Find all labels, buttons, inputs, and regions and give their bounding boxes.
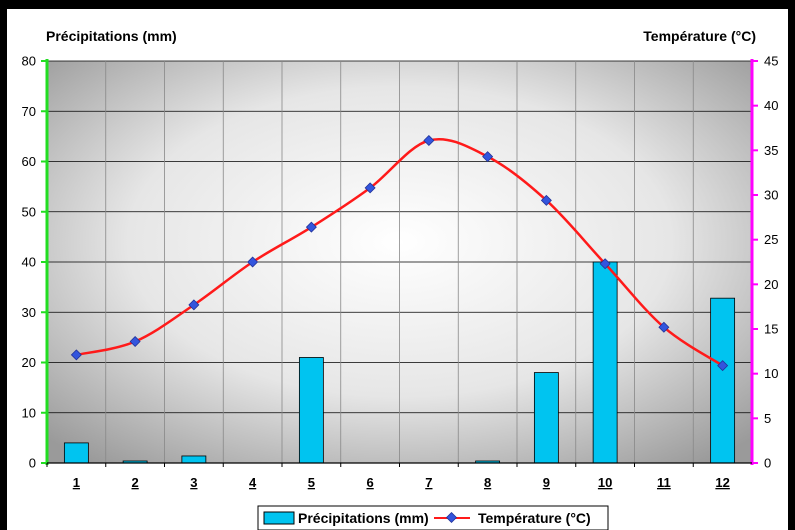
temperature-markers [70, 134, 729, 372]
x-tick-label: 4 [249, 475, 257, 490]
left-tick-label: 0 [29, 456, 36, 471]
x-tick-label: 5 [308, 475, 315, 490]
temp-marker [658, 321, 670, 333]
right-tick-label: 15 [764, 322, 778, 337]
precip-bar [710, 297, 736, 464]
left-tick-label: 60 [22, 154, 36, 169]
x-tick-label: 7 [425, 475, 432, 490]
x-tick-label: 11 [657, 475, 671, 490]
left-axis-title: Précipitations (mm) [46, 28, 177, 44]
temp-marker [188, 299, 200, 311]
x-tick-label: 6 [367, 475, 374, 490]
left-tick-label: 10 [22, 405, 36, 420]
precip-bar [533, 372, 559, 464]
left-tick-label: 50 [22, 204, 36, 219]
temp-marker [247, 256, 259, 268]
right-tick-label: 20 [764, 277, 778, 292]
temp-marker [717, 360, 729, 372]
left-tick-label: 80 [22, 54, 36, 69]
x-tick-label: 8 [484, 475, 491, 490]
temp-marker [305, 221, 317, 233]
x-tick-label: 9 [543, 475, 550, 490]
left-tick-label: 40 [22, 255, 36, 270]
legend-precip-label: Précipitations (mm) [298, 510, 429, 526]
right-tick-label: 35 [764, 143, 778, 158]
legend-temp-label: Température (°C) [478, 510, 591, 526]
x-tick-label: 3 [190, 475, 197, 490]
x-tick-label: 2 [132, 475, 139, 490]
right-tick-label: 40 [764, 98, 778, 113]
legend: Précipitations (mm) Température (°C) [257, 505, 609, 530]
temp-marker [423, 134, 435, 147]
precipitation-bars [63, 261, 736, 464]
temp-marker [364, 182, 376, 194]
right-tick-label: 10 [764, 366, 778, 381]
precip-bar [63, 442, 89, 464]
x-tick-label: 10 [598, 475, 612, 490]
right-axis-ticks: 0 5 10 15 20 25 30 35 40 45 [752, 54, 778, 471]
temp-marker [599, 258, 611, 270]
right-tick-label: 45 [764, 54, 778, 69]
precip-bar [298, 357, 324, 464]
temp-marker [482, 151, 494, 163]
precip-bar [592, 261, 618, 464]
left-tick-label: 70 [22, 104, 36, 119]
legend-bar-swatch [263, 511, 295, 525]
right-tick-label: 0 [764, 456, 771, 471]
left-tick-label: 20 [22, 355, 36, 370]
temp-marker [70, 349, 82, 361]
right-axis-title: Température (°C) [643, 28, 756, 44]
precip-bar [181, 455, 207, 464]
temp-marker [129, 335, 141, 348]
x-axis-ticks: 1 2 3 4 5 6 7 8 9 10 11 12 [46, 463, 730, 490]
left-tick-label: 30 [22, 305, 36, 320]
left-axis-ticks: 0 10 20 30 40 50 60 70 80 [22, 54, 47, 471]
x-tick-label: 1 [73, 475, 80, 490]
x-tick-label: 12 [715, 475, 729, 490]
right-tick-label: 30 [764, 188, 778, 203]
legend-marker-swatch [445, 511, 458, 524]
right-tick-label: 25 [764, 232, 778, 247]
temp-marker [540, 194, 552, 206]
right-tick-label: 5 [764, 411, 771, 426]
